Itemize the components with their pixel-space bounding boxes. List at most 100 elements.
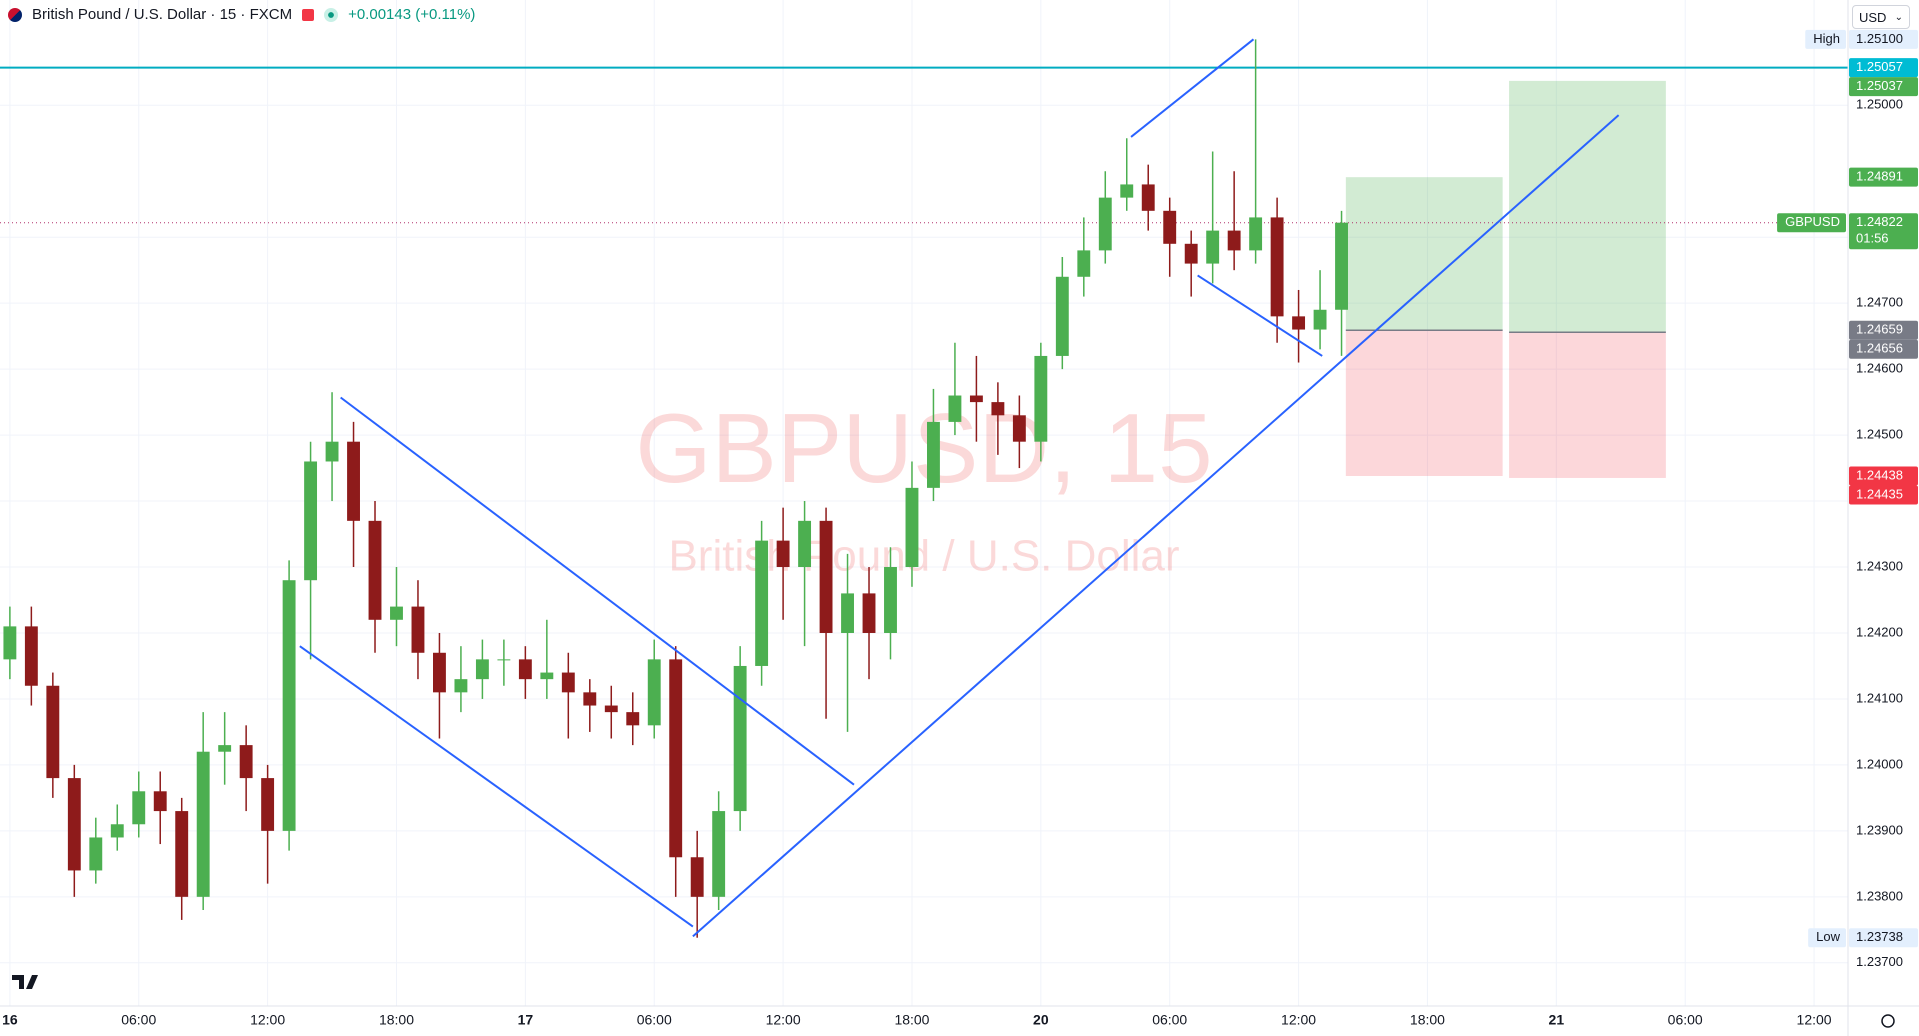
x-tick-label: 12:00 <box>1281 1012 1316 1028</box>
candle-body <box>475 659 489 680</box>
candle-body <box>282 580 296 831</box>
price-label-countdown: 01:56 <box>1856 231 1889 246</box>
candle-body <box>540 672 554 680</box>
tv-logo-mark <box>12 975 38 989</box>
y-tick-label: 1.24600 <box>1856 361 1903 376</box>
candle-body <box>304 461 318 581</box>
price-axis <box>1848 0 1919 1036</box>
price-label-text: 1.24659 <box>1856 322 1903 337</box>
candle-body <box>712 811 726 897</box>
candle-body <box>1249 217 1263 251</box>
candle-body <box>690 857 704 897</box>
position-target-zone <box>1345 177 1503 331</box>
candle-body <box>1141 184 1155 211</box>
price-label-box <box>1849 77 1918 97</box>
trend-line <box>299 645 694 928</box>
candle-body <box>1227 230 1241 251</box>
x-tick-label: 06:00 <box>1668 1012 1703 1028</box>
y-tick-label: 1.24200 <box>1856 624 1903 639</box>
candle-body <box>132 791 146 825</box>
price-label-text: 1.24656 <box>1856 341 1903 356</box>
candle-body <box>24 626 38 686</box>
candle-body <box>927 421 940 488</box>
price-label: 1.25057 <box>1849 58 1918 78</box>
candle-body <box>1034 355 1048 442</box>
candle-body <box>368 520 382 620</box>
candle-body <box>89 837 103 871</box>
candle-body <box>347 441 360 521</box>
price-label-box <box>1849 29 1918 49</box>
candle-body <box>497 659 511 661</box>
price-label-tag-box <box>1777 213 1846 233</box>
candle-body <box>1077 250 1091 277</box>
x-tick-label: 18:00 <box>1410 1012 1445 1028</box>
candle-body <box>518 659 532 680</box>
candle-body <box>411 606 425 653</box>
candle-body <box>1163 210 1177 244</box>
market-status[interactable] <box>324 7 339 22</box>
candle-body <box>1012 415 1026 442</box>
settings-icon <box>1881 1014 1895 1028</box>
flag-icon <box>8 7 22 22</box>
candle-body <box>583 692 597 706</box>
alert-icon[interactable] <box>302 8 315 21</box>
price-label-box <box>1849 339 1918 359</box>
candle-body <box>153 791 167 812</box>
trend-line <box>1130 38 1255 138</box>
price-label-box <box>1849 213 1918 250</box>
candle-body <box>561 672 575 693</box>
symbol-title[interactable]: British Pound / U.S. Dollar · 15 · FXCM <box>32 6 293 23</box>
price-label-text: 1.24435 <box>1856 486 1903 501</box>
price-label: 1.24438 <box>1849 466 1918 486</box>
y-tick-label: 1.24300 <box>1856 558 1903 573</box>
price-label-text: 1.24891 <box>1856 169 1903 184</box>
position-target-zone <box>1509 80 1666 333</box>
watermark-subtitle: British Pound / U.S. Dollar <box>668 532 1179 581</box>
price-label-box <box>1849 167 1918 187</box>
price-label: 1.25037 <box>1849 77 1918 97</box>
x-tick-label: 21 <box>1549 1012 1565 1028</box>
candle-body <box>733 665 747 812</box>
candle-body <box>884 567 897 633</box>
x-tick-label: 06:00 <box>637 1012 672 1028</box>
candle-body <box>239 745 253 779</box>
price-label-tag-box <box>1805 29 1846 49</box>
price-label-text: 1.25037 <box>1856 78 1903 93</box>
candle-body <box>175 811 189 897</box>
candle-body <box>1206 230 1220 264</box>
price-label: 1.24435 <box>1849 485 1918 505</box>
symbol-header: British Pound / U.S. Dollar · 15 · FXCM … <box>8 6 475 23</box>
y-tick-label: 1.25000 <box>1856 97 1903 112</box>
price-label-tag: GBPUSD <box>1785 214 1840 229</box>
x-tick-label: 12:00 <box>1797 1012 1832 1028</box>
watermark-title: GBPUSD, 15 <box>635 393 1212 503</box>
candle-body <box>819 520 833 633</box>
candle-body <box>669 659 683 858</box>
price-label-tag: Low <box>1816 929 1840 944</box>
y-tick-label: 1.24700 <box>1856 295 1903 310</box>
x-tick-label: 16 <box>2 1012 18 1028</box>
x-tick-label: 12:00 <box>250 1012 285 1028</box>
candle-body <box>433 652 446 693</box>
candle-body <box>1098 197 1112 251</box>
candle-body <box>67 778 81 871</box>
price-label-tag: High <box>1813 31 1840 46</box>
candle-body <box>1313 309 1327 330</box>
candle-body <box>1055 276 1069 356</box>
candle-body <box>46 685 60 779</box>
candle-body <box>905 487 919 568</box>
x-tick-label: 06:00 <box>121 1012 156 1028</box>
price-label-box <box>1849 466 1918 486</box>
candle-body <box>798 520 812 568</box>
y-tick-label: 1.24100 <box>1856 690 1903 705</box>
candle-body <box>1184 243 1198 264</box>
price-label: 1.24822 01:56 GBPUSD <box>1777 213 1918 250</box>
price-label-box <box>1849 485 1918 505</box>
trend-line <box>1197 274 1323 357</box>
currency-select[interactable]: USD ⌄ <box>1852 5 1910 29</box>
candle-body <box>1335 222 1348 310</box>
price-label: 1.25100 High <box>1805 29 1918 49</box>
candle-body <box>110 824 124 838</box>
